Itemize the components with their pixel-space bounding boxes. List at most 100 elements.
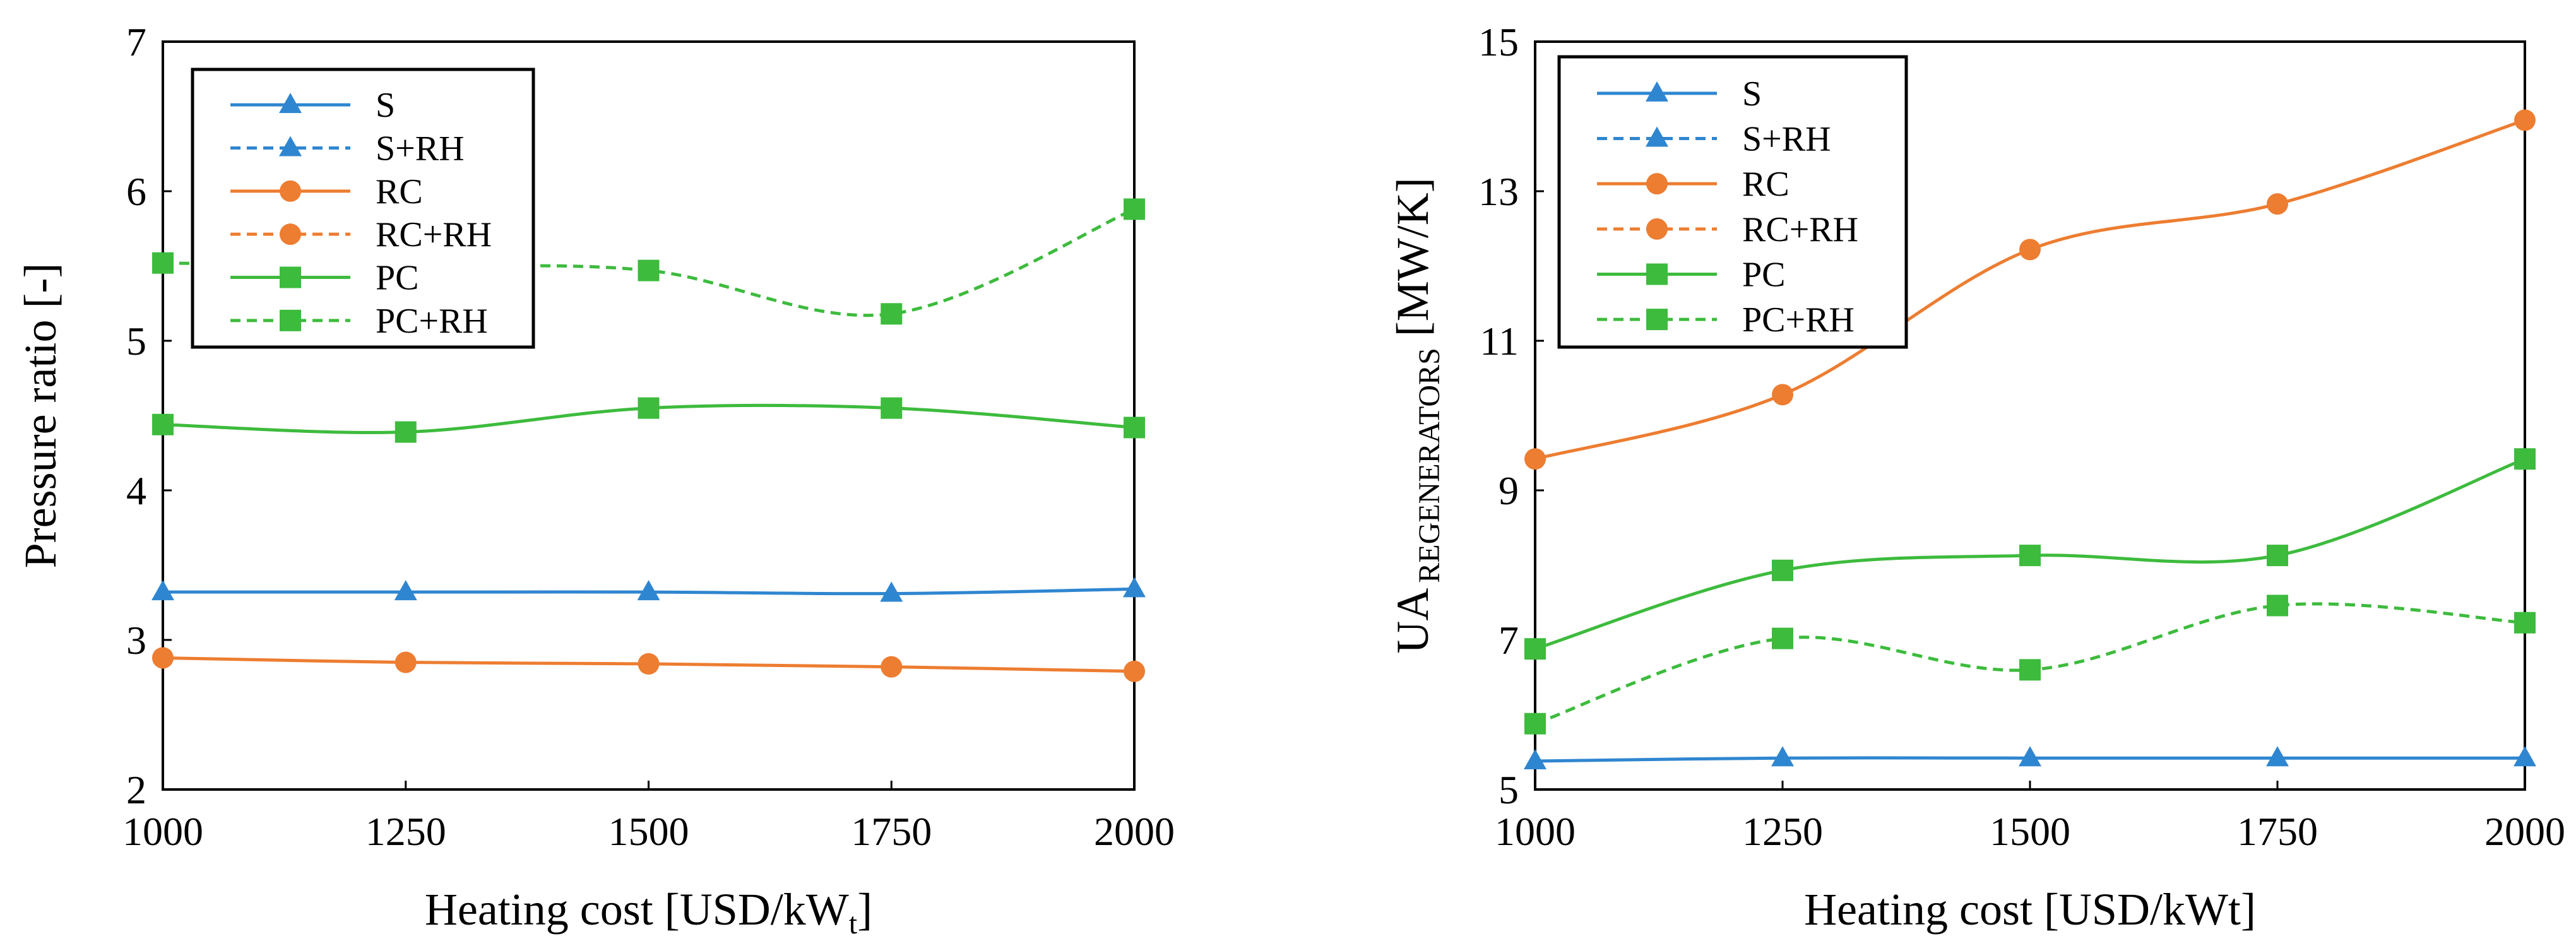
data-point-pc xyxy=(2267,545,2288,567)
legend-marker xyxy=(280,266,301,288)
x-axis-title: Heating cost [USD/kWt] xyxy=(425,884,872,940)
series-line-pc-rh xyxy=(162,208,1135,317)
legend-box xyxy=(191,68,535,349)
y-tick-label: 4 xyxy=(126,468,146,513)
legend-label: PC+RH xyxy=(376,302,488,341)
legend-box xyxy=(1557,55,1908,349)
x-tick-label: 1000 xyxy=(1495,809,1576,854)
data-point-pc xyxy=(638,397,660,419)
legend-label: S+RH xyxy=(1742,120,1831,159)
legend-marker xyxy=(1646,309,1668,331)
legend-label: RC xyxy=(376,172,423,211)
x-tick-label: 1000 xyxy=(122,809,203,854)
y-tick-label: 11 xyxy=(1480,319,1519,364)
legend-marker xyxy=(1646,126,1668,147)
legend-label: PC xyxy=(376,259,419,298)
pressure-ratio-chart: 2 3 4 5 6 7 1000 1250 1500 1750 2000 Heating cost [… xyxy=(15,20,1175,940)
data-point-pc xyxy=(1124,417,1145,439)
x-tick-label: 2000 xyxy=(2484,809,2565,854)
data-point-pc xyxy=(395,421,417,443)
y-tick-label: 7 xyxy=(126,20,146,64)
data-point-pc xyxy=(1772,559,1793,581)
data-point-pc-rh xyxy=(1772,627,1793,649)
y-axis-title-subscript: REGENERATORS xyxy=(1413,348,1446,583)
ua-regenerators-chart: 5 7 9 11 13 15 1000 1250 1500 1750 2000 Heating cos… xyxy=(1387,20,2565,935)
y-axis-title: UA REGENERATORS [MW/K] xyxy=(1387,177,1446,653)
legend: S S+RH RC RC+RH PC PC+RH xyxy=(1557,55,1908,349)
x-axis-title-subscript: t xyxy=(849,907,858,940)
x-tick-label: 2000 xyxy=(1094,809,1175,854)
legend-marker xyxy=(279,136,302,157)
y-tick-label: 6 xyxy=(126,169,146,214)
data-point-s xyxy=(2266,746,2289,767)
legend-label: RC+RH xyxy=(376,215,492,254)
y-tick-label: 5 xyxy=(1499,767,1519,812)
legend-marker xyxy=(280,309,301,331)
data-point-s xyxy=(637,580,660,601)
data-point-pc xyxy=(2019,545,2041,567)
data-point-rc xyxy=(2514,109,2536,131)
x-tick-label: 1250 xyxy=(1742,809,1823,854)
y-tick-label: 7 xyxy=(1499,618,1519,663)
data-point-pc-rh xyxy=(152,252,174,274)
y-tick-label: 5 xyxy=(126,319,146,364)
data-point-s xyxy=(394,580,417,601)
x-tick-label: 1250 xyxy=(365,809,446,854)
data-point-rc xyxy=(1524,448,1546,470)
legend-label: RC+RH xyxy=(1742,210,1858,249)
data-point-s xyxy=(1771,746,1794,767)
data-point-pc-rh xyxy=(2267,594,2288,617)
data-point-s xyxy=(2019,746,2041,767)
y-tick-label: 3 xyxy=(126,618,146,663)
x-axis-title-main: Heating cost [USD/kWt] xyxy=(1804,884,2256,935)
legend-label: S xyxy=(376,86,395,125)
y-tick-label: 15 xyxy=(1478,20,1519,64)
data-point-rc xyxy=(638,653,660,675)
data-point-pc-rh xyxy=(881,303,903,325)
data-point-rc xyxy=(395,651,417,673)
data-point-s xyxy=(1524,748,1546,769)
y-axis-title-suffix: [MW/K] xyxy=(1387,177,1438,348)
x-axis-title-main: Heating cost [USD/kW xyxy=(425,884,849,935)
data-point-rc xyxy=(2267,193,2288,215)
data-point-rc xyxy=(152,647,174,669)
y-axis-title-main: UA xyxy=(1387,588,1438,654)
legend-label: PC xyxy=(1742,256,1786,295)
data-point-pc-rh xyxy=(1524,712,1546,735)
data-point-s xyxy=(880,581,903,602)
x-tick-label: 1500 xyxy=(1990,809,2070,854)
data-point-rc xyxy=(881,656,903,678)
data-point-pc xyxy=(152,413,174,435)
y-tick-label: 9 xyxy=(1499,468,1519,513)
x-tick-label: 1500 xyxy=(608,809,689,854)
legend-marker xyxy=(279,93,302,114)
data-point-s xyxy=(151,580,174,601)
data-point-pc-rh xyxy=(1124,198,1145,220)
legend-marker xyxy=(1646,81,1668,102)
y-axis-title-main: Pressure ratio [-] xyxy=(15,263,66,569)
data-point-pc xyxy=(1524,638,1546,660)
data-point-s xyxy=(1123,577,1146,598)
legend-label: S+RH xyxy=(376,129,465,169)
y-tick-label: 13 xyxy=(1478,169,1519,214)
x-axis-title: Heating cost [USD/kWt] xyxy=(1804,884,2256,935)
x-axis-title-suffix: ] xyxy=(857,884,872,935)
data-point-pc xyxy=(2514,448,2536,470)
y-tick-label: 2 xyxy=(126,767,146,812)
legend-marker xyxy=(1646,173,1668,195)
data-point-pc-rh xyxy=(2514,612,2536,634)
data-point-pc-rh xyxy=(2019,659,2041,681)
legend-label: RC xyxy=(1742,165,1790,204)
legend-label: PC+RH xyxy=(1742,300,1855,340)
data-point-pc xyxy=(881,397,903,419)
data-point-rc xyxy=(1772,384,1793,406)
legend-label: S xyxy=(1742,74,1762,114)
data-point-rc xyxy=(1124,660,1145,682)
legend-marker xyxy=(280,223,301,245)
data-point-s xyxy=(2514,746,2536,767)
x-tick-label: 1750 xyxy=(851,809,932,854)
data-point-pc-rh xyxy=(638,259,660,281)
x-tick-label: 1750 xyxy=(2237,809,2318,854)
